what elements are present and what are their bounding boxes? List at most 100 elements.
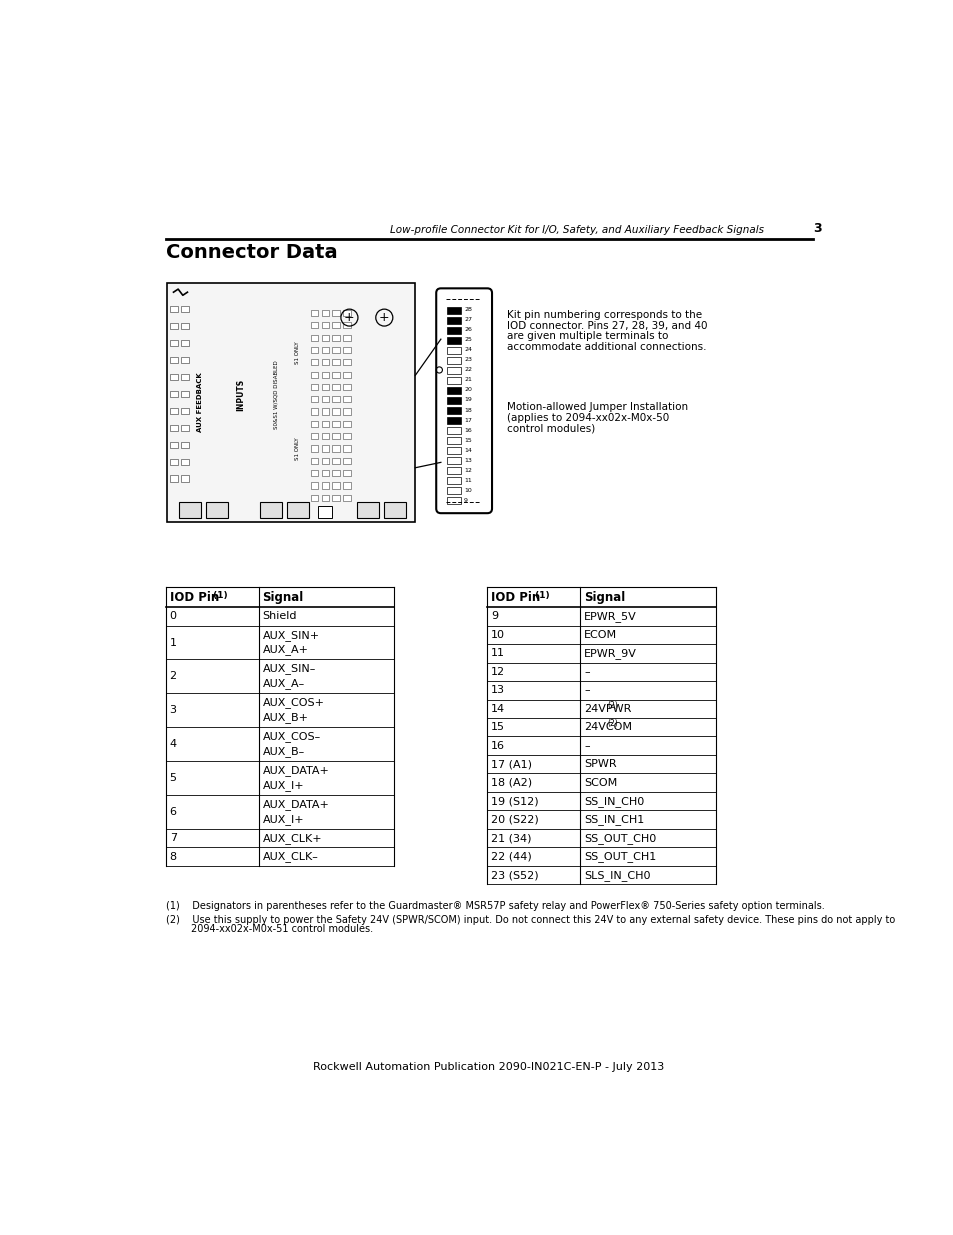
Text: SLS_IN_CH0: SLS_IN_CH0 <box>583 869 650 881</box>
Bar <box>171 475 178 482</box>
Text: SCOM: SCOM <box>583 778 617 788</box>
Bar <box>343 421 351 427</box>
Text: S1 ONLY: S1 ONLY <box>294 341 299 363</box>
Text: 6: 6 <box>170 806 176 816</box>
Bar <box>343 396 351 403</box>
Text: AUX_CLK–: AUX_CLK– <box>262 851 318 862</box>
Bar <box>343 483 351 489</box>
Text: 7: 7 <box>170 834 176 844</box>
Bar <box>332 384 340 390</box>
Text: AUX_DATA+: AUX_DATA+ <box>262 799 329 810</box>
Bar <box>171 442 178 448</box>
Bar <box>321 384 329 390</box>
Bar <box>171 340 178 346</box>
Text: (2): (2) <box>607 719 618 729</box>
Text: Signal: Signal <box>583 592 625 604</box>
Text: AUX_A+: AUX_A+ <box>262 645 309 656</box>
Bar <box>343 310 351 316</box>
Bar <box>332 458 340 464</box>
Bar <box>181 374 189 380</box>
Bar <box>311 495 318 501</box>
Text: AUX_A–: AUX_A– <box>262 678 305 689</box>
Bar <box>447 396 460 404</box>
Bar <box>343 409 351 415</box>
Text: Rockwell Automation Publication 2090-IN021C-EN-P - July 2013: Rockwell Automation Publication 2090-IN0… <box>313 1062 664 1072</box>
Text: –: – <box>583 685 589 695</box>
Bar <box>321 409 329 415</box>
Bar <box>447 487 460 494</box>
Bar <box>447 377 460 384</box>
Bar <box>181 442 189 448</box>
Text: 11: 11 <box>464 478 472 483</box>
Text: 17: 17 <box>464 417 472 422</box>
Text: 14: 14 <box>491 704 505 714</box>
Bar <box>321 483 329 489</box>
Bar <box>171 425 178 431</box>
Bar <box>321 433 329 440</box>
Bar <box>311 322 318 329</box>
Text: 24: 24 <box>464 347 472 352</box>
Bar <box>447 427 460 433</box>
Text: Shield: Shield <box>262 611 296 621</box>
Bar <box>332 421 340 427</box>
Bar <box>321 335 329 341</box>
Bar <box>171 458 178 464</box>
Text: 27: 27 <box>464 317 472 322</box>
Text: SS_OUT_CH1: SS_OUT_CH1 <box>583 851 656 862</box>
Text: EPWR_9V: EPWR_9V <box>583 648 637 658</box>
Text: SS_IN_CH1: SS_IN_CH1 <box>583 814 644 825</box>
Bar <box>447 337 460 343</box>
Text: 14: 14 <box>464 447 472 452</box>
Text: 16: 16 <box>491 741 505 751</box>
Bar <box>343 384 351 390</box>
Text: (1): (1) <box>210 592 228 600</box>
Text: 10: 10 <box>491 630 505 640</box>
Bar <box>171 408 178 414</box>
Bar <box>332 495 340 501</box>
Bar <box>181 458 189 464</box>
Bar <box>343 446 351 452</box>
Bar <box>181 324 189 330</box>
Text: 1: 1 <box>170 637 176 647</box>
Text: 12: 12 <box>491 667 505 677</box>
Bar <box>332 372 340 378</box>
Text: AUX_B–: AUX_B– <box>262 746 305 757</box>
Text: Signal: Signal <box>262 592 304 604</box>
Bar <box>181 390 189 396</box>
Text: SPWR: SPWR <box>583 760 617 769</box>
Text: 19 (S12): 19 (S12) <box>491 797 538 806</box>
Text: 15: 15 <box>464 437 472 442</box>
Text: 0: 0 <box>170 611 176 621</box>
Text: 9: 9 <box>464 498 468 503</box>
Bar <box>311 483 318 489</box>
Text: Kit pin numbering corresponds to the: Kit pin numbering corresponds to the <box>506 310 701 320</box>
Bar <box>332 446 340 452</box>
Text: ECOM: ECOM <box>583 630 617 640</box>
Bar <box>181 425 189 431</box>
Bar <box>447 417 460 424</box>
Text: are given multiple terminals to: are given multiple terminals to <box>506 331 667 341</box>
Text: 23: 23 <box>464 357 472 362</box>
Bar <box>311 359 318 366</box>
Text: IOD Pin: IOD Pin <box>170 592 218 604</box>
Text: 24VPWR: 24VPWR <box>583 704 631 714</box>
Bar <box>181 408 189 414</box>
Text: 8: 8 <box>170 852 176 862</box>
Bar <box>332 409 340 415</box>
Bar <box>311 446 318 452</box>
Bar <box>321 310 329 316</box>
Bar <box>171 374 178 380</box>
Bar <box>447 327 460 333</box>
Text: 11: 11 <box>491 648 505 658</box>
Text: 12: 12 <box>464 468 472 473</box>
Text: 24VCOM: 24VCOM <box>583 722 632 732</box>
Bar <box>321 372 329 378</box>
Bar <box>321 471 329 477</box>
Text: AUX_COS–: AUX_COS– <box>262 731 320 742</box>
Bar <box>311 310 318 316</box>
Bar <box>311 471 318 477</box>
Bar <box>447 357 460 364</box>
Bar <box>321 347 329 353</box>
Bar <box>311 396 318 403</box>
Bar <box>343 322 351 329</box>
